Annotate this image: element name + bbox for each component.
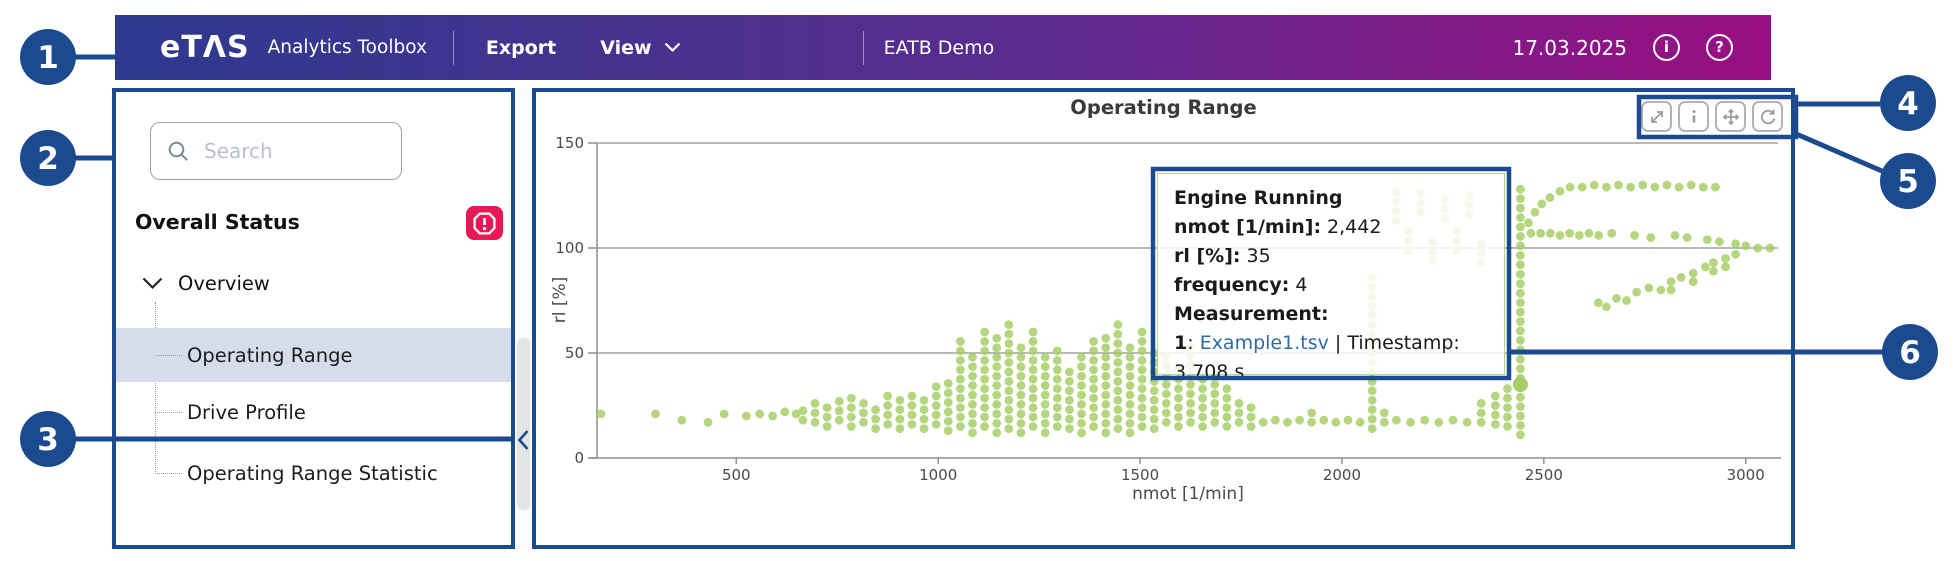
tree-item-operating-range[interactable]: Operating Range <box>116 328 511 382</box>
refresh-icon <box>1760 109 1775 124</box>
topbar-divider <box>862 30 864 65</box>
panel-splitter <box>515 88 532 549</box>
tooltip-row: rl [%]: 35 <box>1174 245 1271 267</box>
tree-item-overview[interactable]: Overview <box>142 272 270 295</box>
hovered-point[interactable] <box>1512 376 1529 393</box>
x-tick-label: 1500 <box>1121 466 1159 484</box>
chart-tooltip: Engine Running nmot [1/min]: 2,442 rl [%]… <box>1157 173 1505 383</box>
y-tick-label: 100 <box>555 239 584 257</box>
product-name: Analytics Toolbox <box>267 37 427 58</box>
callout-circle-3 <box>20 411 76 467</box>
x-tick-label: 2000 <box>1323 466 1361 484</box>
section-title: Overall Status <box>135 210 300 234</box>
tree-item-label: Drive Profile <box>187 400 306 424</box>
y-tick-label: 0 <box>574 449 584 467</box>
expand-icon <box>1650 110 1663 123</box>
x-tick-label: 1000 <box>919 466 957 484</box>
move-icon <box>1722 108 1739 125</box>
tree-connector <box>155 302 156 474</box>
topbar: eTΛS Analytics Toolbox Export View EATB … <box>115 15 1771 80</box>
callout-circle-6 <box>1882 324 1938 380</box>
info-button-chart[interactable] <box>1678 101 1709 132</box>
export-menu[interactable]: Export <box>485 36 557 59</box>
chevron-down-icon <box>664 42 680 53</box>
help-icon: ? <box>1715 38 1724 56</box>
info-icon: i <box>1663 38 1670 56</box>
callout-line <box>1793 130 1883 174</box>
tree-item-label: Overview <box>178 272 270 295</box>
y-tick-label: 50 <box>565 344 584 362</box>
callout-number: 5 <box>1897 164 1919 200</box>
tree-item-operating-range-statistic[interactable]: Operating Range Statistic <box>116 446 511 500</box>
info-icon <box>1692 109 1695 122</box>
callout-circle-2 <box>20 130 76 186</box>
x-tick-label: 2500 <box>1525 466 1563 484</box>
callout-number: 4 <box>1897 86 1919 122</box>
tree-item-label: Operating Range <box>187 343 353 367</box>
callout-circle-5 <box>1880 153 1936 209</box>
view-menu[interactable]: View <box>600 37 680 59</box>
callout-number: 6 <box>1899 335 1921 371</box>
pan-button[interactable] <box>1715 101 1746 132</box>
y-tick-label: 150 <box>555 134 584 152</box>
etas-logo: eTΛS <box>160 29 250 65</box>
tooltip-measurement-row: 1: Example1.tsv | Timestamp: 3.708 s <box>1174 332 1460 383</box>
search-box[interactable] <box>150 122 402 180</box>
callout-number: 2 <box>37 141 59 177</box>
chart-panel: Operating Range <box>532 88 1795 549</box>
callout-circle-4 <box>1880 75 1936 131</box>
view-menu-label: View <box>600 36 652 59</box>
expand-button[interactable] <box>1641 101 1672 132</box>
sidebar-collapse-button[interactable] <box>516 429 531 451</box>
tooltip-row: frequency: 4 <box>1174 274 1308 296</box>
topbar-divider <box>452 30 454 65</box>
chart-title: Operating Range <box>1070 96 1257 119</box>
measurement-file-link[interactable]: Example1.tsv <box>1199 332 1329 354</box>
chevron-left-icon <box>517 430 529 450</box>
splitter-scroll-thumb[interactable] <box>517 338 530 510</box>
x-axis-label: nmot [1/min] <box>1132 484 1244 504</box>
callout-circle-1 <box>20 29 76 85</box>
sidebar: Overall Status Overview Operating Range … <box>112 88 515 549</box>
search-icon <box>168 141 188 161</box>
y-axis-label: rl [%] <box>550 276 570 324</box>
tooltip-row: nmot [1/min]: 2,442 <box>1174 216 1382 238</box>
x-tick-label: 500 <box>722 466 751 484</box>
tooltip-measurement-label: Measurement: <box>1174 303 1329 325</box>
topbar-right-group: 17.03.2025 i ? <box>1512 34 1771 61</box>
chart-toolbar <box>1641 101 1783 132</box>
date-label: 17.03.2025 <box>1512 35 1627 60</box>
refresh-button[interactable] <box>1752 101 1783 132</box>
callout-number: 3 <box>37 422 59 458</box>
chevron-down-icon <box>142 277 163 290</box>
info-button[interactable]: i <box>1653 34 1680 61</box>
x-tick-label: 3000 <box>1727 466 1765 484</box>
tooltip-title: Engine Running <box>1174 187 1343 209</box>
callout-number: 1 <box>37 40 59 76</box>
tree-item-label: Operating Range Statistic <box>187 461 438 485</box>
help-button[interactable]: ? <box>1706 34 1733 61</box>
tree-item-drive-profile[interactable]: Drive Profile <box>116 385 511 439</box>
search-input[interactable] <box>202 138 382 164</box>
warning-octagon-icon <box>473 211 496 235</box>
project-name: EATB Demo <box>883 36 995 59</box>
warning-badge[interactable] <box>466 206 503 240</box>
